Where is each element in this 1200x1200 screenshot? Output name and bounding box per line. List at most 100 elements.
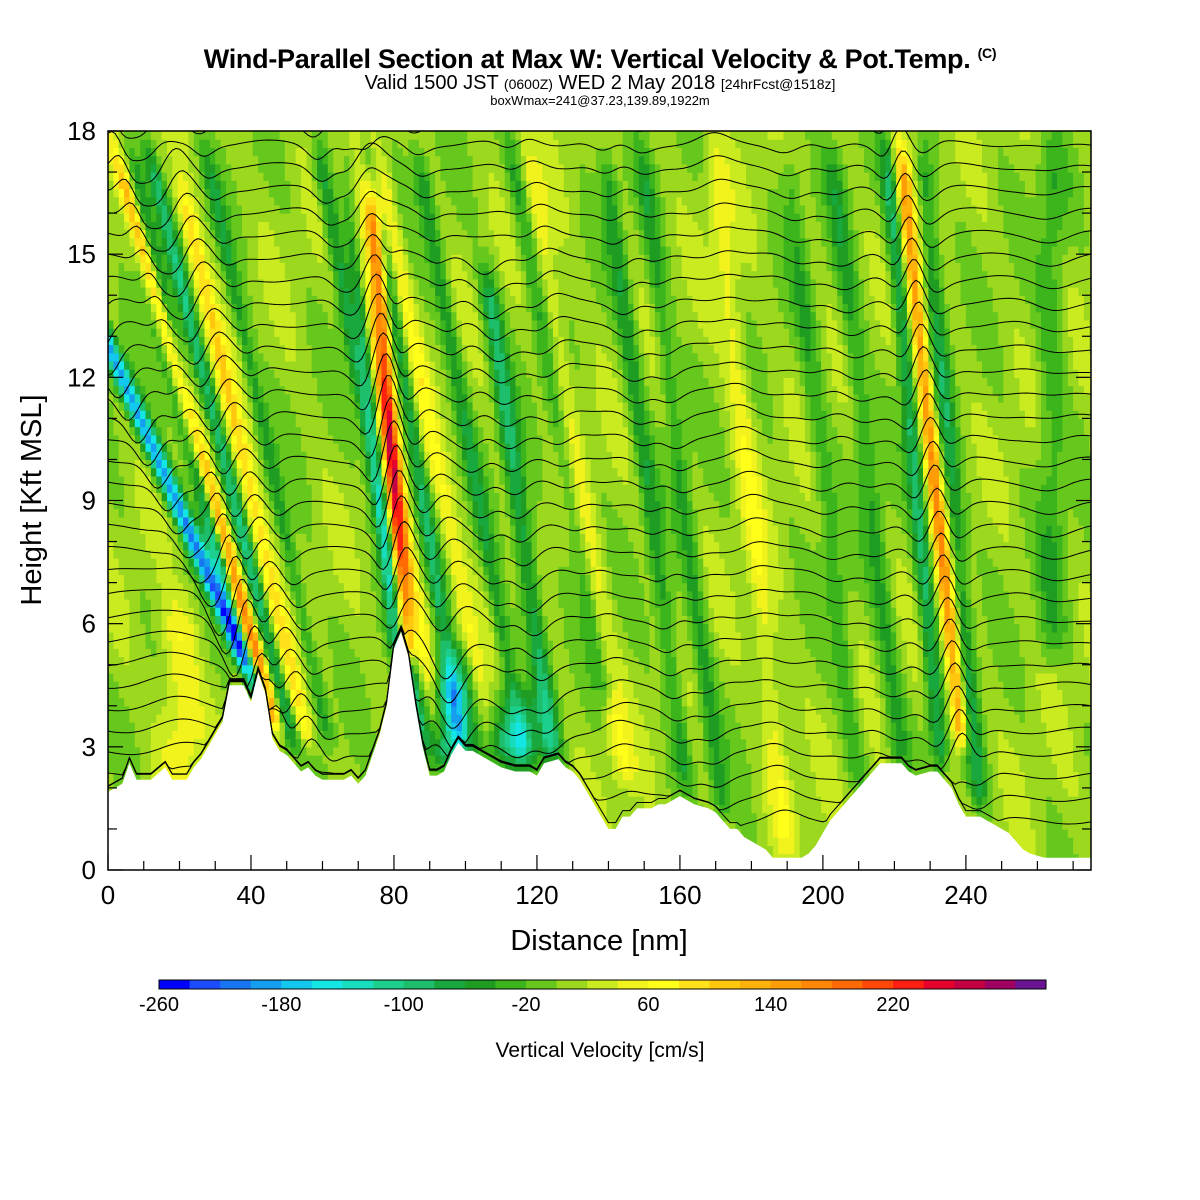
velocity-cell [445, 648, 452, 658]
velocity-cell [1051, 804, 1058, 870]
velocity-cell [188, 426, 195, 436]
velocity-cell [1019, 722, 1026, 773]
velocity-cell [365, 697, 372, 789]
velocity-cell [209, 344, 216, 354]
velocity-cell [215, 672, 222, 715]
velocity-cell [445, 656, 452, 666]
velocity-cell [478, 319, 484, 354]
velocity-cell [134, 163, 141, 189]
velocity-cell [504, 516, 511, 584]
velocity-cell [108, 500, 114, 543]
velocity-cell [536, 500, 543, 575]
velocity-cell [917, 237, 924, 255]
velocity-cell [847, 771, 854, 789]
velocity-cell [349, 607, 356, 649]
velocity-cell [435, 508, 442, 518]
velocity-cell [526, 377, 533, 510]
velocity-cell [226, 566, 232, 575]
velocity-cell [247, 656, 254, 666]
velocity-cell [252, 656, 259, 666]
velocity-cell [456, 607, 463, 625]
velocity-cell [376, 221, 383, 239]
velocity-cell [890, 131, 897, 148]
velocity-cell [939, 566, 946, 584]
velocity-cell [419, 319, 425, 337]
velocity-cell [343, 131, 350, 157]
velocity-cell [354, 402, 361, 419]
velocity-cell [864, 319, 870, 395]
velocity-cell [536, 648, 543, 723]
velocity-cell [638, 377, 645, 403]
velocity-cell [628, 204, 635, 280]
velocity-cell [778, 566, 785, 600]
velocity-cell [386, 574, 393, 592]
velocity-cell [1067, 599, 1074, 666]
velocity-cell [461, 393, 468, 411]
velocity-cell [408, 656, 415, 666]
velocity-cell [842, 131, 849, 165]
velocity-cell [215, 410, 222, 419]
velocity-cell [220, 344, 227, 354]
velocity-cell [408, 344, 415, 362]
velocity-cell [880, 582, 887, 641]
velocity-cell [451, 254, 458, 288]
velocity-cell [381, 352, 388, 378]
velocity-cell [880, 377, 887, 543]
velocity-cell [746, 131, 753, 190]
velocity-cell [987, 763, 994, 822]
velocity-cell [1046, 139, 1053, 411]
velocity-cell [252, 402, 259, 419]
velocity-cell [810, 311, 817, 419]
velocity-cell [928, 500, 935, 510]
velocity-cell [113, 139, 120, 148]
velocity-cell [338, 328, 345, 452]
velocity-cell [746, 369, 753, 403]
velocity-cell [188, 303, 195, 313]
velocity-cell [799, 533, 806, 625]
velocity-cell [874, 131, 881, 181]
velocity-cell [333, 574, 340, 617]
velocity-cell [301, 131, 307, 148]
velocity-cell [113, 393, 120, 403]
velocity-cell [279, 590, 286, 600]
velocity-cell [172, 459, 179, 469]
velocity-cell [965, 196, 972, 231]
velocity-cell [574, 410, 581, 436]
velocity-cell [971, 648, 978, 674]
velocity-cell [998, 681, 1005, 731]
velocity-cell [124, 402, 131, 411]
velocity-cell [885, 558, 892, 592]
velocity-cell [413, 631, 420, 649]
velocity-cell [987, 648, 994, 764]
velocity-cell [188, 352, 195, 362]
velocity-cell [912, 590, 919, 625]
velocity-cell [719, 270, 726, 378]
velocity-cell [108, 319, 114, 329]
velocity-cell [874, 640, 881, 666]
velocity-cell [156, 360, 163, 428]
velocity-cell [472, 615, 479, 666]
velocity-cell [242, 623, 248, 633]
velocity-cell [965, 755, 972, 764]
velocity-cell [949, 623, 956, 674]
velocity-cell [129, 237, 136, 247]
velocity-cell [896, 755, 903, 764]
velocity-cell [172, 246, 179, 255]
velocity-cell [906, 434, 913, 485]
velocity-cell [124, 196, 131, 206]
velocity-cell [805, 360, 811, 395]
velocity-cell [204, 328, 211, 337]
velocity-cell [515, 221, 522, 247]
velocity-cell [183, 278, 190, 288]
velocity-cell [274, 443, 281, 469]
velocity-cell [220, 426, 227, 436]
velocity-cell [215, 467, 222, 477]
velocity-cell [183, 574, 190, 592]
velocity-cell [333, 615, 340, 699]
velocity-cell [231, 623, 238, 641]
velocity-cell [890, 631, 897, 666]
velocity-cell [831, 492, 838, 666]
velocity-cell [338, 287, 345, 313]
velocity-cell [515, 131, 522, 140]
velocity-cell [467, 623, 474, 633]
